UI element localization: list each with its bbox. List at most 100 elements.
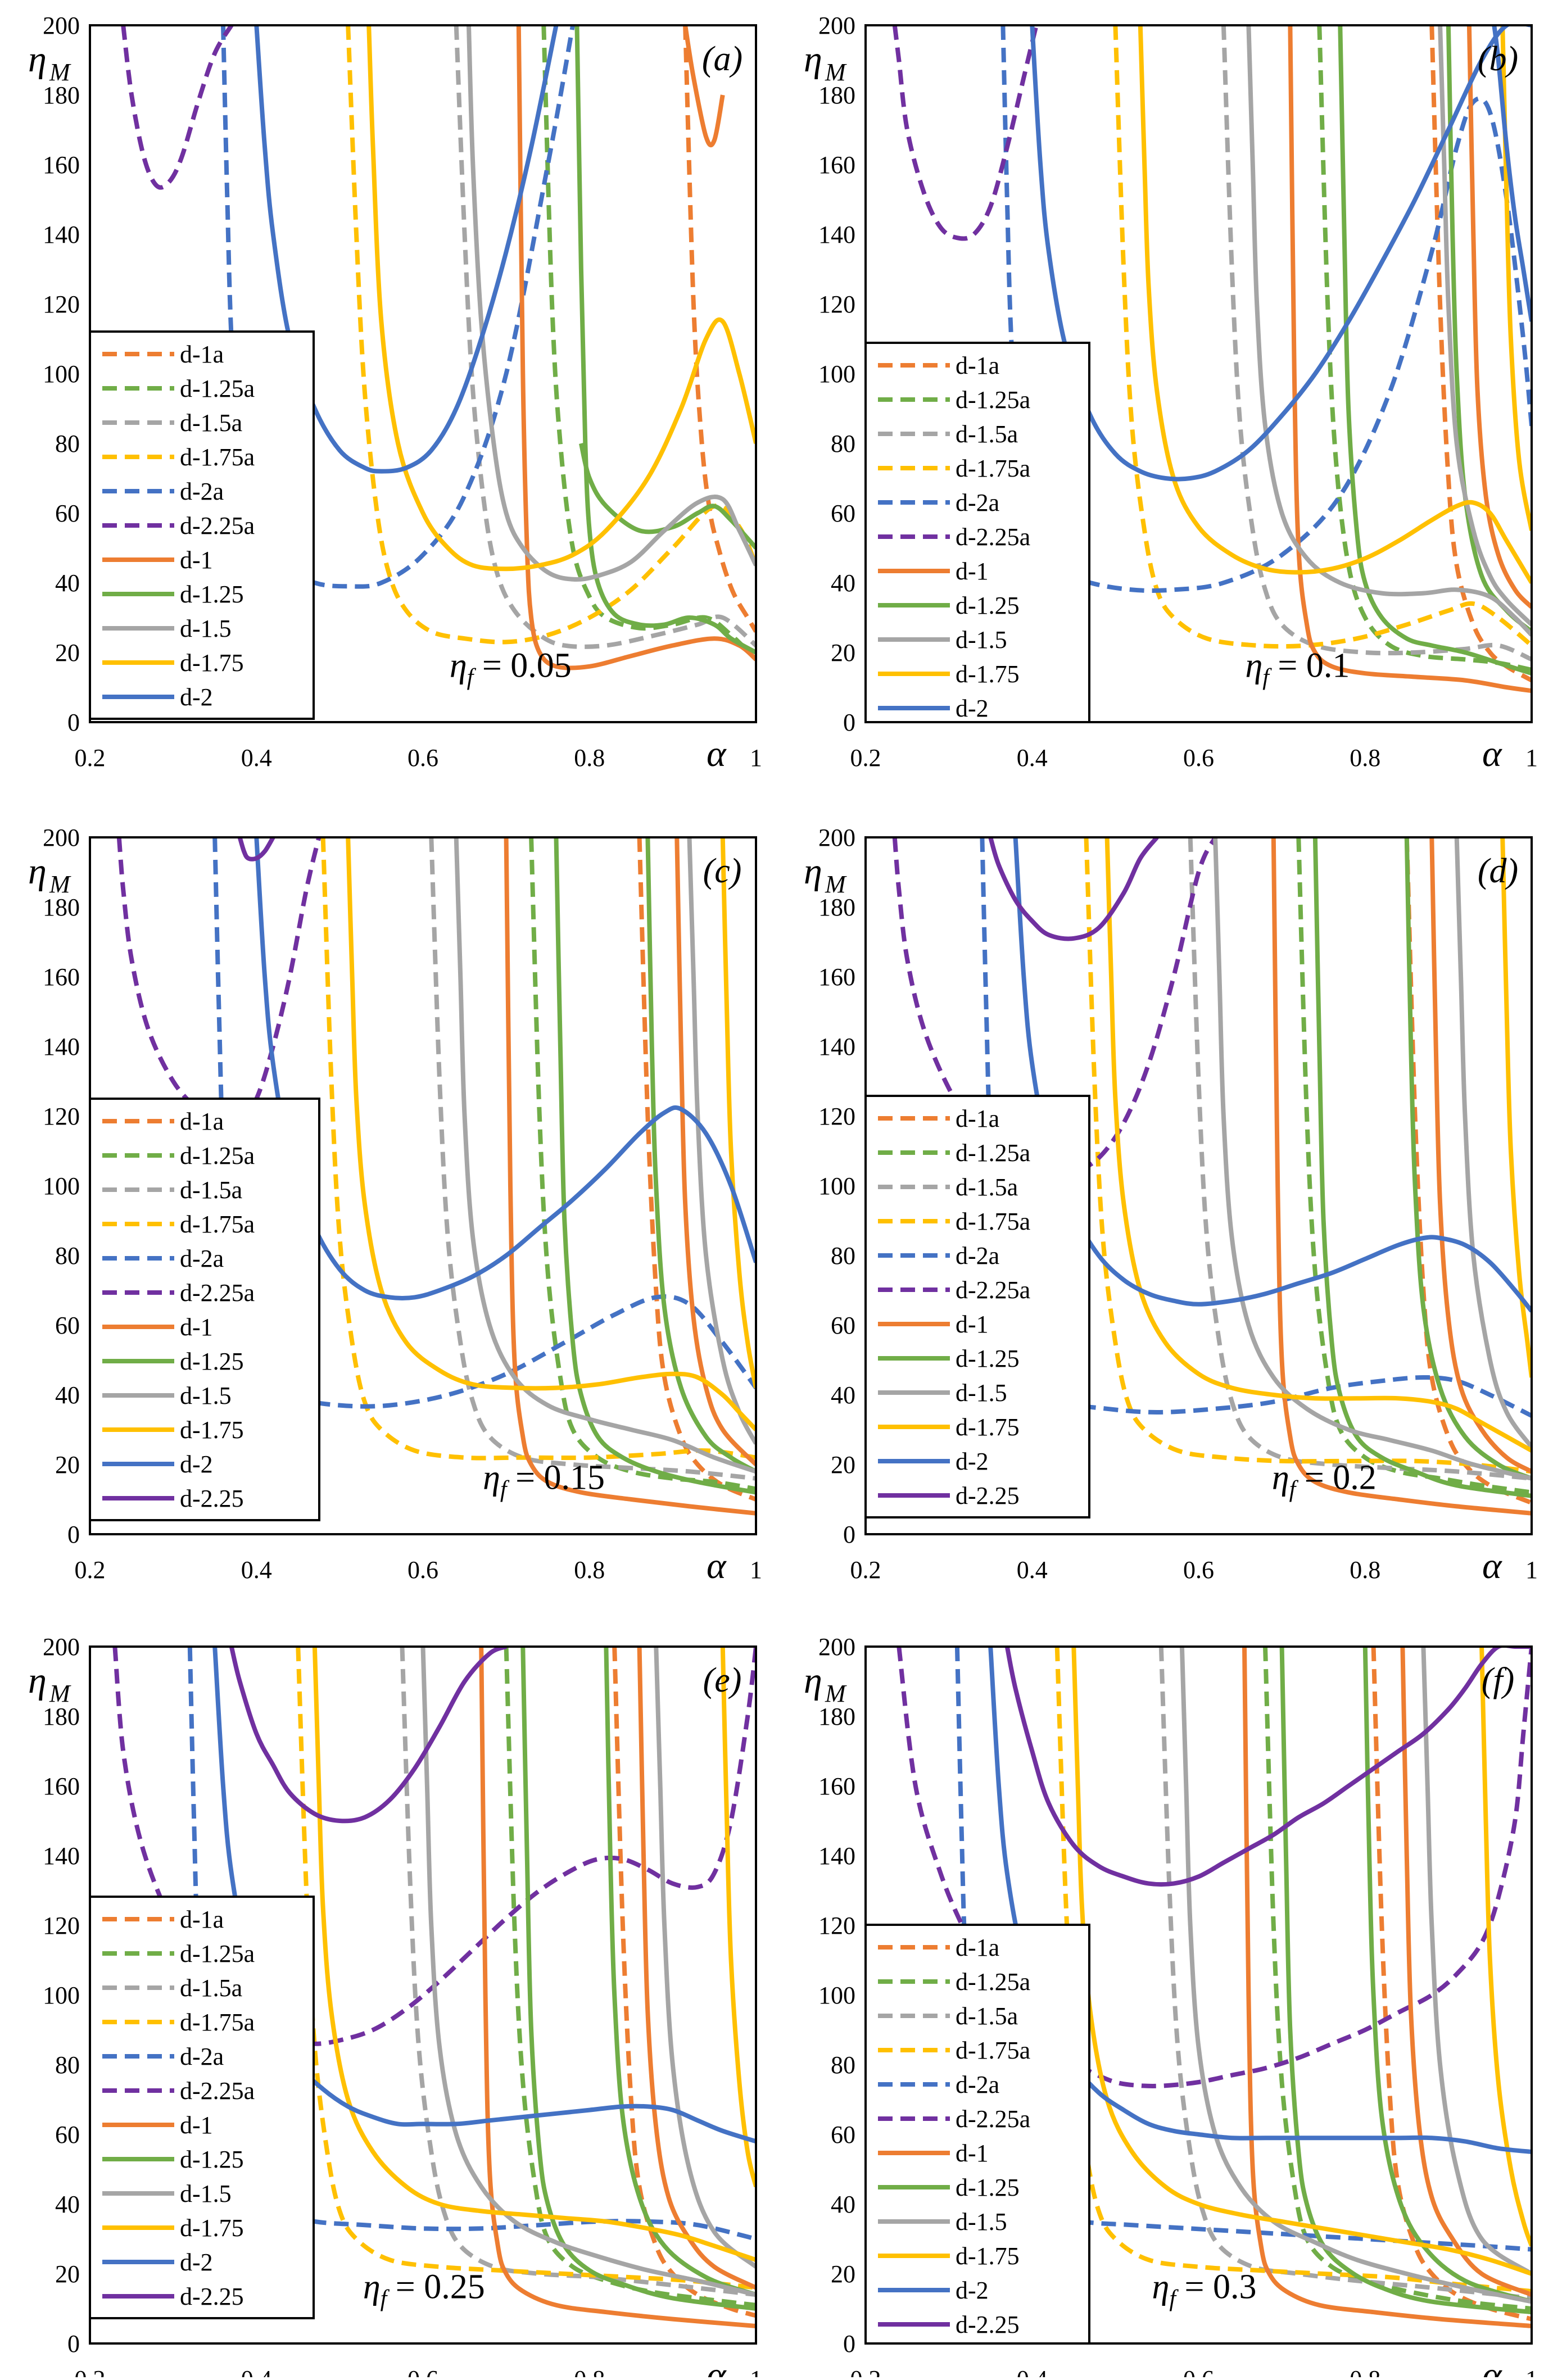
series-line-d-2	[1030, 25, 1532, 482]
legend-entry: d-1.25	[180, 1348, 244, 1375]
y-tick-label: 0	[67, 709, 80, 736]
x-tick-label: 0.6	[1183, 1556, 1214, 1584]
series-line-d-1_5	[1213, 837, 1532, 1481]
legend-entry: d-1.75	[956, 1413, 1020, 1441]
y-tick-label: 200	[818, 12, 855, 39]
series-line-d-1_75	[720, 1647, 756, 2187]
series-line-d-1_25	[1338, 25, 1532, 676]
series-line-d-1_5	[687, 837, 756, 1445]
y-tick-label: 40	[831, 569, 855, 597]
y-tick-label: 40	[55, 569, 80, 597]
x-tick-label: 0.8	[1350, 1556, 1380, 1584]
legend-entry: d-1.25	[956, 592, 1020, 619]
series-line-d-2_25	[229, 1647, 508, 1824]
series-line-d-1_75	[1104, 837, 1532, 1453]
x-tick-label: 0.6	[1183, 2365, 1214, 2377]
y-tick-label: 200	[43, 12, 80, 39]
legend-entry: d-2.25a	[956, 2105, 1030, 2133]
series-line-d-1_75	[720, 837, 756, 1389]
series-line-d-2_25	[1004, 1647, 1532, 1887]
legend-entry: d-1.5	[180, 1382, 232, 1409]
legend-entry: d-2.25	[956, 1482, 1020, 1509]
y-tick-label: 20	[831, 639, 855, 667]
legend-entry: d-1.25a	[956, 1139, 1030, 1167]
legend: d-1a d-1.25a d-1.5a d-1.75a d-2a d-2.25a d-1 d-…	[89, 1098, 320, 1521]
series-line-d-1_25	[554, 837, 756, 1495]
series-line-d-1_75	[312, 1647, 756, 2262]
legend-box	[864, 342, 1090, 723]
series-line-d-2	[988, 1647, 1532, 2154]
y-tick-label: 120	[43, 1912, 80, 1939]
legend-entry: d-2a	[956, 489, 999, 516]
series-line-d-1_75a	[346, 25, 756, 645]
legend-entry: d-1.75a	[180, 2009, 255, 2036]
legend-box	[89, 1098, 320, 1521]
x-tick-label: 1	[1525, 744, 1538, 772]
x-tick-label: 0.2	[850, 2365, 881, 2377]
y-axis-label-sub: M	[49, 1680, 71, 1707]
legend-entry: d-2	[180, 2248, 213, 2276]
y-tick-label: 20	[831, 1451, 855, 1479]
x-tick-label: 0.8	[1350, 744, 1380, 772]
y-tick-label: 80	[831, 430, 855, 457]
series-line-d-1_25a	[504, 1647, 756, 2308]
chart-panel-5: 0 20 40 60 80 100 120 140 160 180 200 0.2 0.4 0.6 0.8 1…	[28, 1633, 762, 2380]
legend-entry: d-2a	[956, 1242, 999, 1270]
series-line-d-1_25	[645, 837, 756, 1474]
legend-entry: d-1.75	[180, 2214, 244, 2242]
series-line-d-1	[637, 1647, 756, 2290]
y-tick-label: 100	[43, 1172, 80, 1200]
y-tick-label: 60	[831, 1312, 855, 1339]
y-axis-label: η	[804, 39, 822, 80]
chart-panel-4: 0 20 40 60 80 100 120 140 160 180 200 0.2 0.4 0.6 0.8 1…	[804, 824, 1538, 1586]
y-tick-label: 40	[831, 2191, 855, 2218]
chart-panel-2: 0 20 40 60 80 100 120 140 160 180 200 0.2 0.4 0.6 0.8 1…	[804, 12, 1538, 774]
series-line-d-1_25	[520, 1647, 756, 2311]
y-tick-label: 140	[43, 1033, 80, 1060]
x-tick-label: 0.4	[241, 2365, 272, 2377]
series-line-d-1_5	[454, 837, 756, 1474]
series-line-d-1_75a	[320, 837, 756, 1461]
series-line-d-1	[479, 1647, 756, 2328]
series-line-d-1_5	[1454, 837, 1532, 1449]
x-tick-label: 0.2	[75, 1556, 106, 1584]
series-line-d-1_75	[1071, 1647, 1532, 2276]
y-axis-label: η	[804, 1660, 822, 1701]
series-line-d-1_5	[1438, 25, 1532, 627]
y-tick-label: 60	[55, 500, 80, 527]
legend-entry: d-2a	[956, 2071, 999, 2098]
y-tick-label: 200	[818, 1633, 855, 1661]
y-tick-label: 0	[843, 1521, 855, 1548]
y-tick-label: 160	[818, 1772, 855, 1800]
series-line-d-1_25a	[529, 837, 756, 1492]
series-line-d-2_25a	[112, 1647, 756, 2046]
legend-entry: d-2.25	[956, 2311, 1020, 2338]
y-tick-label: 120	[818, 291, 855, 318]
series-line-d-1_25	[1279, 1647, 1532, 2315]
y-tick-label: 60	[831, 500, 855, 527]
y-tick-label: 80	[55, 2051, 80, 2079]
y-axis-label: η	[804, 851, 822, 892]
series-line-d-2_25a	[121, 25, 234, 190]
series-line-d-1_5	[1246, 25, 1532, 637]
series-line-d-1_5	[1421, 1647, 1532, 2276]
y-tick-label: 0	[843, 2330, 855, 2358]
series-line-d-1_5	[654, 1647, 756, 2269]
x-tick-label: 1	[750, 744, 762, 772]
series-line-d-1_5a	[429, 837, 756, 1481]
series-line-d-1a	[683, 25, 756, 633]
legend-entry: d-1.5	[956, 1379, 1007, 1407]
series-line-d-1_5a	[454, 25, 756, 649]
legend: d-1a d-1.25a d-1.5a d-1.75a d-2a d-2.25a d-1 d-…	[864, 1095, 1090, 1518]
legend-entry: d-1.75a	[180, 443, 255, 471]
chart-panel-1: 0 20 40 60 80 100 120 140 160 180 200 0.2 0.4 0.6 0.8 1…	[28, 12, 762, 774]
eta-f-annotation: ηf = 0.3	[1152, 2268, 1257, 2311]
y-axis-label-sub: M	[49, 58, 71, 86]
series-line-d-1_5a	[1158, 1647, 1532, 2301]
y-tick-label: 60	[55, 2121, 80, 2148]
panel-label: (d)	[1478, 852, 1518, 890]
eta-f-annotation: ηf = 0.05	[450, 646, 572, 690]
y-tick-label: 180	[43, 1703, 80, 1730]
x-tick-label: 0.8	[1350, 2365, 1380, 2377]
